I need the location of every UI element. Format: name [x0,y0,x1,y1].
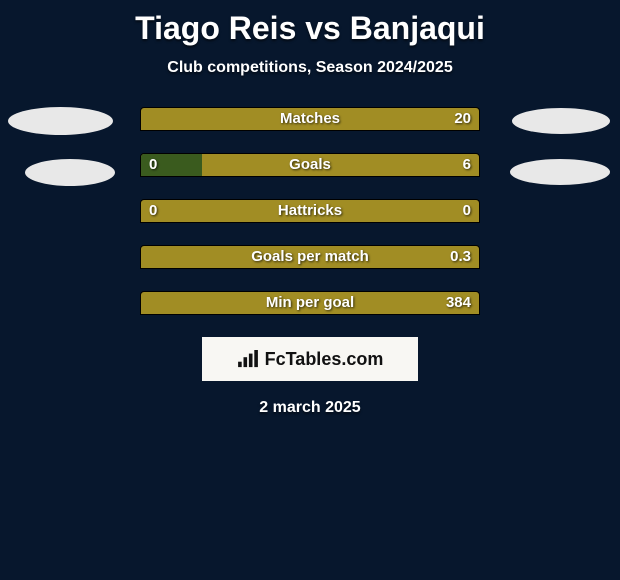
date-label: 2 march 2025 [0,399,620,417]
stat-value-right: 0 [463,202,471,219]
stat-value-right: 384 [446,294,471,311]
stat-label: Goals [289,156,331,173]
page-title: Tiago Reis vs Banjaqui [0,0,620,47]
stat-value-left: 0 [149,156,157,173]
page-subtitle: Club competitions, Season 2024/2025 [0,59,620,77]
stat-label: Goals per match [251,248,369,265]
stat-value-right: 20 [454,110,471,127]
stat-row-goals: 0 Goals 6 [140,153,480,177]
stat-value-right: 0.3 [450,248,471,265]
stat-value-right: 6 [463,156,471,173]
player-right-oval-1 [512,108,610,134]
stat-bars: Matches 20 0 Goals 6 0 Hattricks 0 Goals… [140,107,480,315]
chart-bars-icon [237,350,259,368]
comparison-content: Matches 20 0 Goals 6 0 Hattricks 0 Goals… [0,107,620,417]
stat-label: Matches [280,110,340,127]
stat-row-min-per-goal: Min per goal 384 [140,291,480,315]
stat-value-left: 0 [149,202,157,219]
brand-label: FcTables.com [237,349,384,370]
brand-text: FcTables.com [265,349,384,370]
stat-row-matches: Matches 20 [140,107,480,131]
player-right-oval-2 [510,159,610,185]
stat-label: Min per goal [266,294,354,311]
player-left-oval-1 [8,107,113,135]
stat-row-goals-per-match: Goals per match 0.3 [140,245,480,269]
player-left-oval-2 [25,159,115,186]
stat-row-hattricks: 0 Hattricks 0 [140,199,480,223]
brand-box: FcTables.com [202,337,418,381]
stat-label: Hattricks [278,202,342,219]
